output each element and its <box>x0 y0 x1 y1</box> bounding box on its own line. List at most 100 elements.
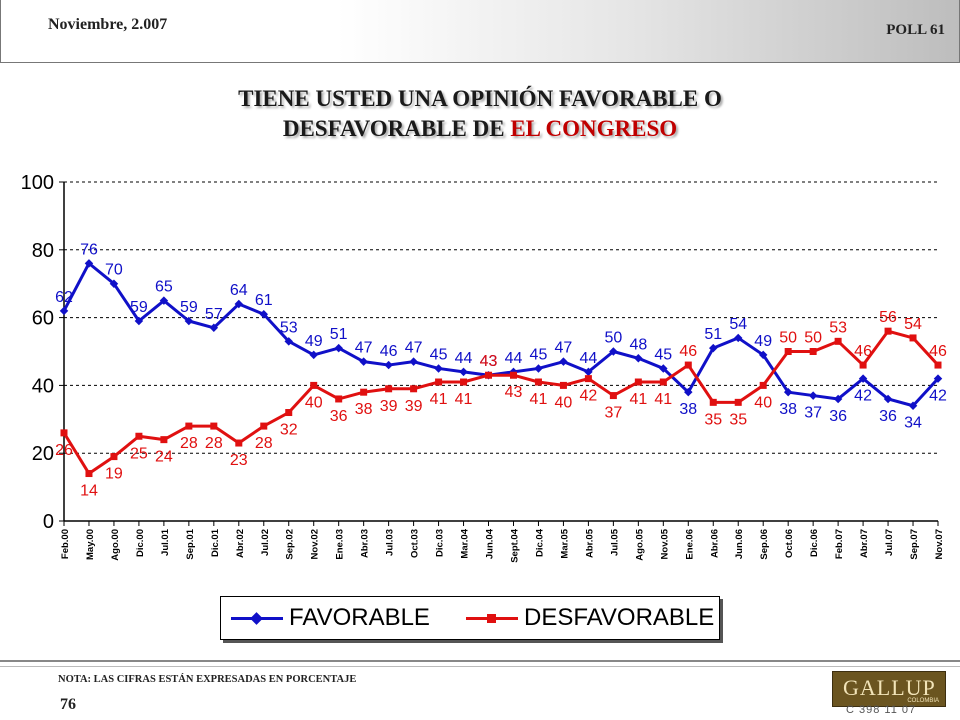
data-label-desfavorable: 42 <box>580 388 598 405</box>
legend-label-favorable: FAVORABLE <box>289 604 430 631</box>
x-tick-label: Nov.05 <box>659 528 670 559</box>
data-label-favorable: 54 <box>729 316 747 333</box>
x-tick-label: Dic.03 <box>435 529 446 557</box>
chart-title-line2: DESFAVORABLE DE EL CONGRESO <box>120 114 840 144</box>
data-point-favorable <box>584 367 593 377</box>
data-point-favorable <box>159 296 169 305</box>
data-label-favorable: 44 <box>455 350 473 367</box>
data-point-favorable <box>409 357 418 366</box>
data-label-desfavorable: 35 <box>729 411 747 428</box>
data-point-desfavorable <box>734 398 742 406</box>
data-label-favorable: 43 <box>480 353 498 370</box>
data-label-desfavorable: 41 <box>629 391 647 408</box>
data-point-desfavorable <box>509 371 517 379</box>
legend-item-desfavorable: DESFAVORABLE <box>466 597 714 639</box>
data-label-desfavorable: 40 <box>754 394 772 411</box>
data-point-desfavorable <box>909 334 917 342</box>
data-point-favorable <box>783 387 793 397</box>
x-tick-label: Abr.07 <box>859 529 870 558</box>
data-label-desfavorable: 26 <box>55 442 73 459</box>
data-point-desfavorable <box>310 381 318 389</box>
data-point-favorable <box>184 316 194 326</box>
x-tick-label: Feb.07 <box>834 529 845 559</box>
y-tick-label: 20 <box>32 443 54 465</box>
data-label-desfavorable: 19 <box>105 466 123 483</box>
data-point-favorable <box>359 357 368 366</box>
data-point-desfavorable <box>834 337 842 345</box>
data-label-desfavorable: 53 <box>829 319 847 336</box>
footer-divider <box>0 660 960 667</box>
data-label-desfavorable: 50 <box>779 330 797 347</box>
chart-title-line2-prefix: DESFAVORABLE DE <box>282 116 511 141</box>
data-point-desfavorable <box>559 381 567 389</box>
x-tick-label: Sep.02 <box>285 529 296 560</box>
data-label-desfavorable: 50 <box>804 330 822 347</box>
legend-label-desfavorable: DESFAVORABLE <box>524 604 715 631</box>
x-tick-label: Sep.06 <box>759 529 770 560</box>
data-point-desfavorable <box>684 361 692 369</box>
data-label-favorable: 51 <box>330 326 348 343</box>
data-point-desfavorable <box>410 385 418 393</box>
legend-line-desfavorable <box>466 613 518 623</box>
data-label-favorable: 42 <box>854 388 872 405</box>
data-point-favorable <box>309 350 318 360</box>
data-point-desfavorable <box>60 429 68 437</box>
x-tick-label: Jun.04 <box>485 528 496 559</box>
x-tick-label: May.00 <box>85 529 96 560</box>
data-point-desfavorable <box>759 381 767 389</box>
data-label-favorable: 44 <box>505 350 523 367</box>
poll-number: POLL 61 <box>886 22 945 38</box>
x-tick-label: Dic.04 <box>534 528 545 557</box>
data-point-favorable <box>933 374 943 383</box>
data-point-desfavorable <box>534 378 542 386</box>
data-point-favorable <box>634 354 643 363</box>
data-label-desfavorable: 43 <box>480 353 498 370</box>
data-label-favorable: 45 <box>530 346 548 363</box>
data-point-desfavorable <box>634 378 642 386</box>
data-point-favorable <box>459 367 468 377</box>
data-point-desfavorable <box>659 378 667 386</box>
data-point-desfavorable <box>385 385 393 393</box>
legend-line-favorable <box>231 611 283 625</box>
data-label-favorable: 61 <box>255 292 273 309</box>
x-tick-label: Ene.06 <box>684 529 695 560</box>
data-label-desfavorable: 54 <box>904 316 922 333</box>
data-label-desfavorable: 40 <box>555 394 573 411</box>
logo-text: GALLUP <box>843 675 936 700</box>
chart-legend: FAVORABLE DESFAVORABLE <box>220 596 720 640</box>
data-point-desfavorable <box>285 409 293 417</box>
data-label-desfavorable: 28 <box>205 435 223 452</box>
data-label-desfavorable: 40 <box>305 394 323 411</box>
data-label-desfavorable: 32 <box>280 422 298 439</box>
data-point-desfavorable <box>360 388 368 396</box>
x-tick-label: Ene.03 <box>335 529 346 560</box>
data-point-favorable <box>209 323 219 333</box>
data-point-favorable <box>109 279 119 288</box>
data-label-favorable: 38 <box>679 401 697 418</box>
x-tick-label: Oct.06 <box>784 529 795 558</box>
data-label-favorable: 48 <box>629 336 647 353</box>
data-point-favorable <box>134 316 144 326</box>
data-point-favorable <box>259 309 269 319</box>
data-label-desfavorable: 46 <box>679 343 697 360</box>
data-label-desfavorable: 46 <box>929 343 947 360</box>
chart-title: TIENE USTED UNA OPINIÓN FAVORABLE O DESF… <box>120 84 840 144</box>
data-label-favorable: 50 <box>604 330 622 347</box>
x-tick-label: Jul.02 <box>260 529 271 556</box>
x-tick-label: Dic.00 <box>135 529 146 557</box>
data-point-desfavorable <box>185 422 193 430</box>
x-tick-label: Nov.07 <box>934 529 945 559</box>
data-label-favorable: 62 <box>55 289 73 306</box>
x-tick-label: Mar.04 <box>460 528 471 558</box>
data-point-favorable <box>609 347 618 356</box>
data-point-desfavorable <box>135 432 143 440</box>
data-label-favorable: 46 <box>380 343 398 360</box>
data-point-desfavorable <box>160 436 168 444</box>
data-label-desfavorable: 35 <box>704 411 722 428</box>
data-point-desfavorable <box>784 348 792 355</box>
data-label-favorable: 44 <box>580 350 598 367</box>
data-label-desfavorable: 24 <box>155 449 173 466</box>
header-bar: Noviembre, 2.007 POLL 61 <box>0 0 960 63</box>
data-label-favorable: 36 <box>829 408 847 425</box>
data-label-desfavorable: 46 <box>854 343 872 360</box>
